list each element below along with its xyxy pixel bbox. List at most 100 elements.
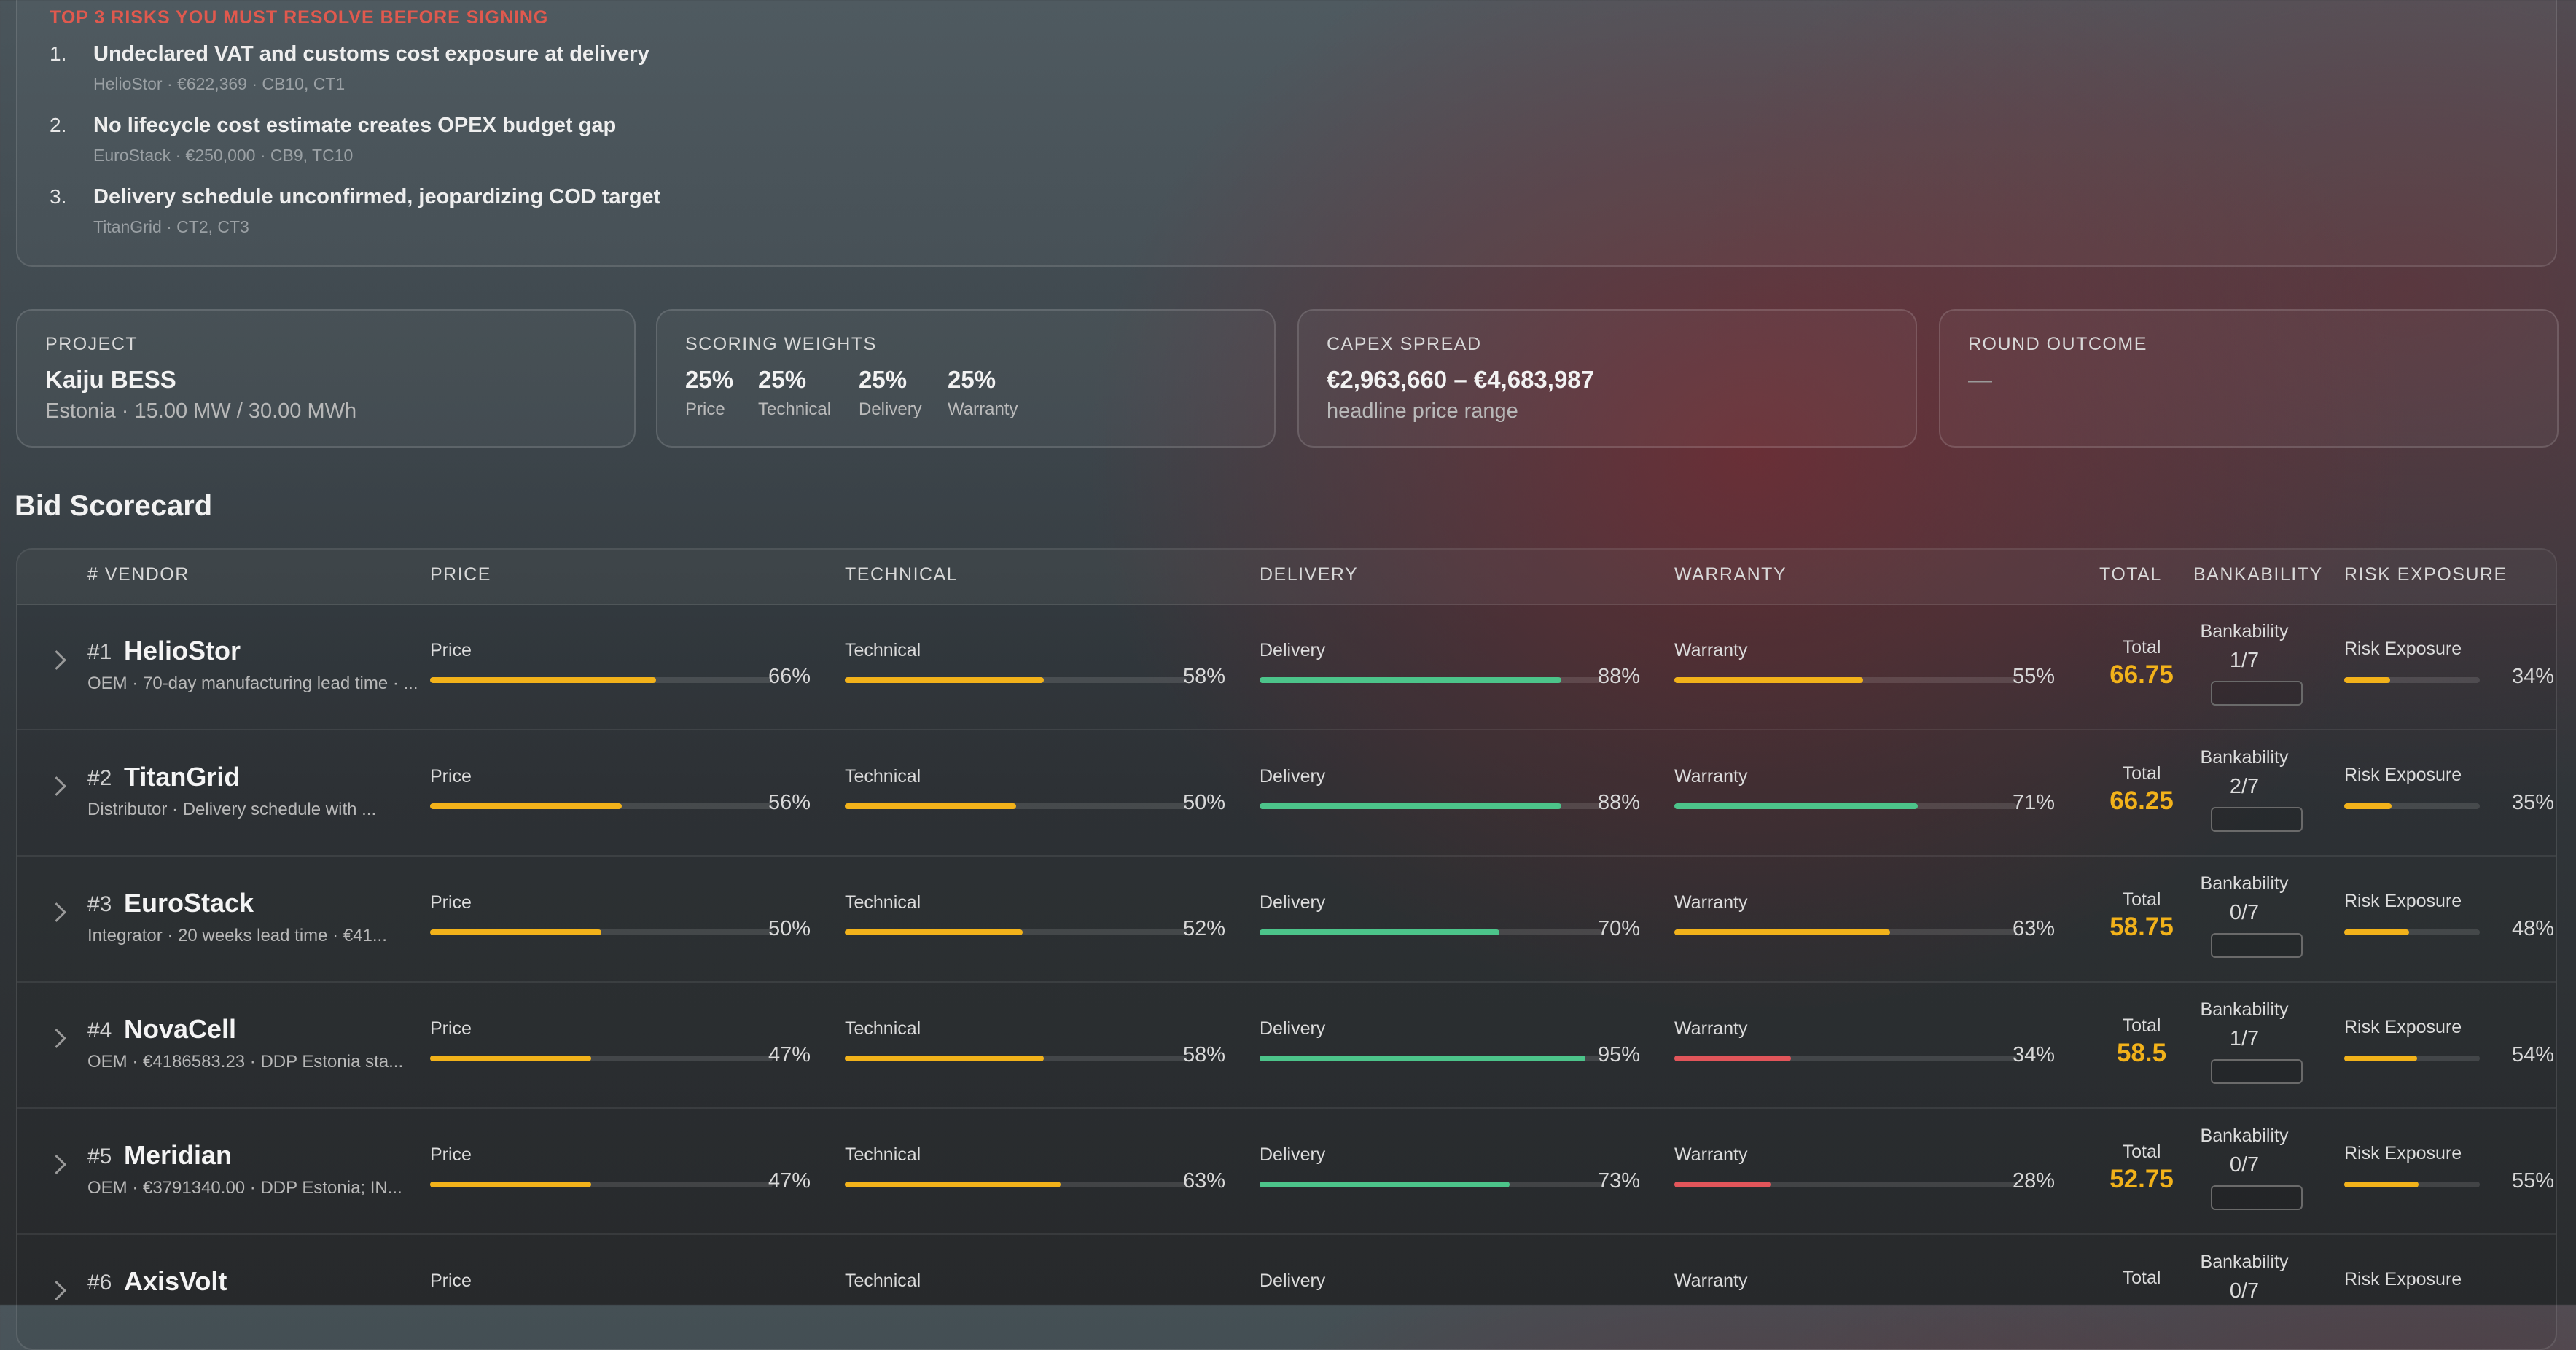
capex-spread-card: CAPEX SPREAD €2,963,660 – €4,683,987 hea…: [1297, 309, 1917, 448]
risk-exposure-percent: 48%: [2511, 917, 2554, 940]
technical-bar-fill: [845, 929, 1023, 935]
chevron-right-icon[interactable]: [47, 902, 66, 922]
warranty-bar: [1674, 1056, 2017, 1061]
vendor-description: Integrator · 20 weeks lead time · €41...: [87, 926, 387, 945]
chevron-right-icon[interactable]: [47, 650, 66, 670]
price-bar: [430, 803, 773, 809]
risk-exposure-label: Risk Exposure: [2344, 639, 2462, 659]
weight-value: 25%: [758, 366, 807, 393]
vendor-rank: #4: [87, 1018, 112, 1042]
risk-exposure-bar-fill: [2344, 929, 2410, 935]
technical-label: Technical: [845, 1018, 921, 1039]
technical-bar-fill: [845, 1182, 1061, 1187]
vendor-name: HelioStor: [124, 636, 241, 666]
scoring-weights-card: SCORING WEIGHTS 25% Price 25% Technical …: [656, 309, 1276, 448]
bankability-input[interactable]: [2211, 681, 2303, 706]
header-warranty[interactable]: WARRANTY: [1674, 564, 1787, 585]
risk-exposure-percent: 54%: [2511, 1043, 2554, 1066]
vendor-rank: #2: [87, 766, 112, 790]
price-bar-fill: [430, 1056, 591, 1061]
vendor-rank: #6: [87, 1271, 112, 1295]
warranty-bar-fill: [1674, 1182, 1771, 1187]
delivery-label: Delivery: [1260, 1018, 1326, 1039]
price-label: Price: [430, 1144, 472, 1165]
table-row[interactable]: #3 EuroStack Integrator · 20 weeks lead ti…: [17, 856, 2556, 983]
price-bar-fill: [430, 677, 657, 683]
price-bar: [430, 1056, 773, 1061]
bankability-label: Bankability: [2200, 873, 2289, 894]
table-row[interactable]: #2 TitanGrid Distributor · Delivery schedu…: [17, 730, 2556, 857]
delivery-percent: 70%: [1597, 917, 1640, 940]
vendor-description: OEM · €3791340.00 · DDP Estonia; IN...: [87, 1178, 402, 1198]
delivery-bar-fill: [1260, 803, 1561, 809]
header-total[interactable]: TOTAL: [2099, 564, 2162, 585]
warranty-percent: 28%: [2012, 1169, 2055, 1193]
table-row[interactable]: #4 NovaCell OEM · €4186583.23 · DDP Estoni…: [17, 982, 2556, 1109]
chevron-right-icon[interactable]: [47, 1281, 66, 1300]
price-label: Price: [430, 766, 472, 787]
vendor-description: OEM · 70-day manufacturing lead time · .…: [87, 674, 418, 693]
warranty-bar-fill: [1674, 803, 1918, 809]
price-bar-fill: [430, 1182, 591, 1187]
delivery-label: Delivery: [1260, 892, 1326, 913]
price-bar-fill: [430, 803, 622, 809]
warranty-bar: [1674, 1182, 2017, 1187]
warranty-label: Warranty: [1674, 766, 1748, 787]
risk-exposure-percent: 55%: [2511, 1169, 2554, 1193]
table-row[interactable]: #1 HelioStor OEM · 70-day manufacturing le…: [17, 604, 2556, 730]
total-label: Total: [2122, 889, 2161, 910]
price-label: Price: [430, 1271, 472, 1291]
bankability-value: 1/7: [2229, 649, 2260, 672]
table-row[interactable]: #6 AxisVolt Price Technical Delivery Warranty…: [17, 1234, 2556, 1349]
risk-exposure-percent: 35%: [2511, 791, 2554, 814]
risk-subtitle: TitanGrid · CT2, CT3: [93, 217, 249, 236]
delivery-label: Delivery: [1260, 1271, 1326, 1291]
vendor-name: NovaCell: [124, 1014, 237, 1044]
bankability-input[interactable]: [2211, 1185, 2303, 1210]
total-score: 52.75: [2109, 1165, 2174, 1193]
vendor-name: AxisVolt: [124, 1266, 227, 1296]
chevron-right-icon[interactable]: [47, 1155, 66, 1174]
technical-percent: 58%: [1182, 1043, 1225, 1066]
risk-exposure-bar: [2344, 1182, 2480, 1187]
technical-label: Technical: [845, 1271, 921, 1291]
warranty-percent: 55%: [2012, 665, 2055, 688]
card-label: SCORING WEIGHTS: [685, 334, 877, 354]
bankability-input[interactable]: [2211, 1059, 2303, 1084]
warranty-percent: 63%: [2012, 917, 2055, 940]
weight-warranty: 25% Warranty: [948, 366, 1018, 420]
header-bankability[interactable]: BANKABILITY: [2193, 564, 2323, 585]
warranty-label: Warranty: [1674, 892, 1748, 913]
risk-title: Delivery schedule unconfirmed, jeopardiz…: [93, 185, 661, 208]
delivery-label: Delivery: [1260, 640, 1326, 660]
delivery-bar-fill: [1260, 929, 1499, 935]
total-label: Total: [2122, 1015, 2161, 1036]
bankability-value: 0/7: [2229, 1153, 2260, 1177]
table-row[interactable]: #5 Meridian OEM · €3791340.00 · DDP Estoni…: [17, 1108, 2556, 1235]
vendor-rank: #5: [87, 1144, 112, 1168]
risk-exposure-bar-fill: [2344, 677, 2391, 683]
total-score: 66.75: [2109, 660, 2174, 689]
bid-scorecard-table: # VENDOR PRICE TECHNICAL DELIVERY WARRAN…: [16, 548, 2557, 1350]
chevron-right-icon[interactable]: [47, 776, 66, 796]
vendor-name: Meridian: [124, 1140, 233, 1170]
header-risk-exposure[interactable]: RISK EXPOSURE: [2344, 564, 2507, 585]
technical-bar: [845, 803, 1187, 809]
header-delivery[interactable]: DELIVERY: [1260, 564, 1359, 585]
price-percent: 47%: [768, 1169, 811, 1193]
warranty-percent: 71%: [2012, 791, 2055, 814]
delivery-percent: 88%: [1597, 791, 1640, 814]
bankability-input[interactable]: [2211, 807, 2303, 832]
technical-bar: [845, 929, 1187, 935]
risk-exposure-percent: 34%: [2511, 665, 2554, 688]
bankability-label: Bankability: [2200, 747, 2289, 768]
round-outcome-value: —: [1968, 366, 1992, 393]
header-vendor[interactable]: # VENDOR: [87, 564, 190, 585]
price-label: Price: [430, 892, 472, 913]
chevron-right-icon[interactable]: [47, 1029, 66, 1048]
header-price[interactable]: PRICE: [430, 564, 491, 585]
vendor-description: Distributor · Delivery schedule with ...: [87, 800, 377, 819]
warranty-bar-fill: [1674, 1056, 1791, 1061]
header-technical[interactable]: TECHNICAL: [845, 564, 959, 585]
bankability-input[interactable]: [2211, 933, 2303, 958]
